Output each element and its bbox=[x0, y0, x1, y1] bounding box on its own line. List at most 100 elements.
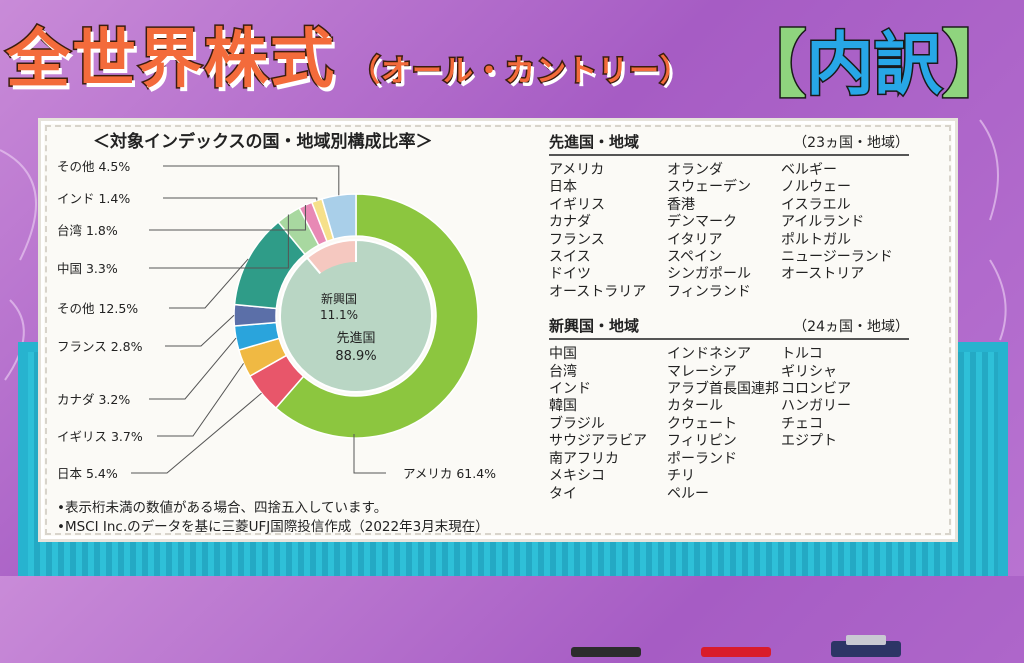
chart-title: ＜対象インデックスの国・地域別構成比率＞ bbox=[93, 132, 433, 152]
outer-slice-0 bbox=[274, 193, 479, 439]
leader-line-5 bbox=[169, 258, 249, 309]
title-sub: （オール・カントリー） bbox=[349, 53, 692, 91]
emerging-country: サウジアラビア bbox=[549, 433, 647, 450]
title-main: 全世界株式 bbox=[5, 22, 336, 99]
developed-center-pct: 88.9% bbox=[335, 349, 376, 364]
developed-country: 香港 bbox=[667, 196, 695, 213]
breakdown-badge: 【 内訳 】 bbox=[732, 6, 1015, 111]
developed-country: 日本 bbox=[549, 179, 577, 196]
developed-country: ベルギー bbox=[781, 162, 837, 178]
emerging-country: コロンビア bbox=[781, 381, 851, 398]
emerging-country: ギリシャ bbox=[781, 363, 837, 380]
developed-section: 先進国・地域 （23ヵ国・地域） アメリカ オランダ ベルギー日本 スウェーデン ノルウ… bbox=[549, 131, 909, 301]
emerging-country: ポーランド bbox=[667, 450, 737, 467]
badge-text: 内訳 bbox=[804, 25, 943, 107]
developed-country: オーストラリア bbox=[549, 283, 647, 300]
developed-country: スイス bbox=[549, 249, 591, 266]
outer-label-9: その他 4.5% bbox=[57, 159, 130, 174]
emerging-country: インドネシア bbox=[667, 346, 751, 363]
emerging-country: チェコ bbox=[781, 415, 823, 432]
leader-line-7 bbox=[149, 204, 306, 231]
emerging-country: ペルー bbox=[667, 485, 709, 502]
developed-country: スペイン bbox=[667, 249, 723, 266]
developed-country: イタリア bbox=[667, 231, 723, 248]
emerging-heading: 新興国・地域 bbox=[549, 317, 640, 336]
emerging-country: カタール bbox=[667, 398, 723, 415]
footnote-source: •MSCI Inc.のデータを基に三菱UFJ国際投信作成（2022年3月末現在） bbox=[57, 519, 489, 535]
emerging-center-label: 新興国 bbox=[321, 291, 357, 306]
emerging-country: アラブ首長国連邦 bbox=[667, 381, 779, 398]
developed-country: ドイツ bbox=[549, 266, 591, 283]
emerging-country: インド bbox=[549, 381, 591, 398]
emerging-country bbox=[781, 451, 909, 468]
badge-bracket-right: 】 bbox=[940, 22, 1015, 109]
leader-line-0 bbox=[353, 434, 386, 474]
emerging-country: チリ bbox=[667, 468, 695, 485]
emerging-country: 中国 bbox=[549, 346, 577, 363]
page-title: 全世界株式 （オール・カントリー） bbox=[5, 8, 692, 108]
developed-heading: 先進国・地域 bbox=[549, 133, 640, 151]
developed-country: イスラエル bbox=[781, 196, 851, 213]
emerging-country bbox=[781, 468, 909, 485]
developed-country: ノルウェー bbox=[781, 179, 851, 196]
outer-slice-9 bbox=[321, 193, 357, 241]
developed-country: アメリカ bbox=[549, 162, 605, 178]
country-lists: 先進国・地域 （23ヵ国・地域） アメリカ オランダ ベルギー日本 スウェーデン ノルウ… bbox=[549, 131, 909, 517]
emerging-country: クウェート bbox=[667, 415, 737, 432]
developed-country: ポルトガル bbox=[781, 231, 851, 248]
developed-country: フランス bbox=[549, 231, 605, 248]
footnotes: •表示桁未満の数値がある場合、四捨五入しています。 •MSCI Inc.のデータ… bbox=[57, 499, 489, 537]
leader-line-1 bbox=[131, 392, 262, 474]
outer-label-6: 中国 3.3% bbox=[57, 261, 118, 276]
donut-chart: 先進国 88.9% 新興国 11.1% アメリカ 61.4% 日本 5.4% イギリス 3.… bbox=[57, 159, 496, 481]
content-card: ＜対象インデックスの国・地域別構成比率＞ 先進国 88.9% 新興国 11.1% アメリ… bbox=[38, 118, 958, 657]
leader-line-8 bbox=[163, 197, 318, 201]
emerging-country: メキシコ bbox=[549, 468, 605, 485]
outer-label-3: カナダ 3.2% bbox=[57, 392, 130, 407]
leader-line-6 bbox=[149, 214, 289, 269]
outer-label-1: 日本 5.4% bbox=[57, 466, 118, 481]
developed-country: フィンランド bbox=[667, 283, 751, 300]
footnote-rounding: •表示桁未満の数値がある場合、四捨五入しています。 bbox=[57, 500, 388, 516]
emerging-country: ブラジル bbox=[549, 415, 605, 432]
emerging-center-pct: 11.1% bbox=[320, 308, 358, 322]
developed-country bbox=[781, 284, 909, 301]
emerging-count: （24ヵ国・地域） bbox=[793, 319, 909, 336]
emerging-country: フィリピン bbox=[667, 433, 737, 450]
outer-label-5: その他 12.5% bbox=[57, 301, 138, 316]
developed-center-label: 先進国 bbox=[336, 331, 375, 346]
outer-label-7: 台湾 1.8% bbox=[57, 223, 118, 238]
decorative-strips bbox=[571, 635, 901, 657]
emerging-country: エジプト bbox=[781, 433, 837, 450]
developed-country: シンガポール bbox=[667, 266, 751, 283]
developed-country: デンマーク bbox=[667, 214, 737, 231]
outer-label-0: アメリカ 61.4% bbox=[403, 466, 496, 481]
emerging-country: 韓国 bbox=[549, 398, 577, 415]
leader-line-9 bbox=[163, 165, 340, 196]
developed-country: イギリス bbox=[549, 196, 605, 213]
leader-line-3 bbox=[149, 337, 237, 400]
badge-bracket-left: 【 bbox=[732, 22, 807, 109]
developed-country: スウェーデン bbox=[667, 179, 751, 196]
outer-label-4: フランス 2.8% bbox=[57, 339, 143, 354]
emerging-country: トルコ bbox=[781, 346, 823, 363]
developed-country-grid: アメリカ オランダ ベルギー日本 スウェーデン ノルウェーイギリス 香港 イスラエルカナダ デ… bbox=[549, 162, 909, 301]
developed-country: カナダ bbox=[549, 214, 591, 231]
emerging-country: タイ bbox=[549, 485, 577, 502]
developed-count: （23ヵ国・地域） bbox=[793, 135, 909, 151]
emerging-country: ハンガリー bbox=[781, 398, 851, 415]
emerging-country: マレーシア bbox=[667, 363, 737, 380]
leader-line-4 bbox=[165, 314, 235, 347]
emerging-country-grid: 中国 インドネシア トルコ台湾 マレーシア ギリシャインド アラブ首長国連邦 コロンビア韓国… bbox=[549, 346, 909, 503]
outer-label-8: インド 1.4% bbox=[57, 191, 130, 206]
developed-country: ニュージーランド bbox=[781, 249, 893, 266]
emerging-country bbox=[781, 486, 909, 503]
outer-label-2: イギリス 3.7% bbox=[57, 429, 143, 444]
developed-country: オーストリア bbox=[781, 266, 865, 283]
emerging-section: 新興国・地域 （24ヵ国・地域） 中国 インドネシア トルコ台湾 マレーシア ギリシャイ… bbox=[549, 315, 909, 503]
emerging-country: 台湾 bbox=[549, 363, 577, 380]
developed-country: オランダ bbox=[667, 162, 723, 178]
leader-line-2 bbox=[157, 363, 244, 437]
emerging-country: 南アフリカ bbox=[549, 450, 619, 467]
developed-country: アイルランド bbox=[781, 214, 865, 231]
